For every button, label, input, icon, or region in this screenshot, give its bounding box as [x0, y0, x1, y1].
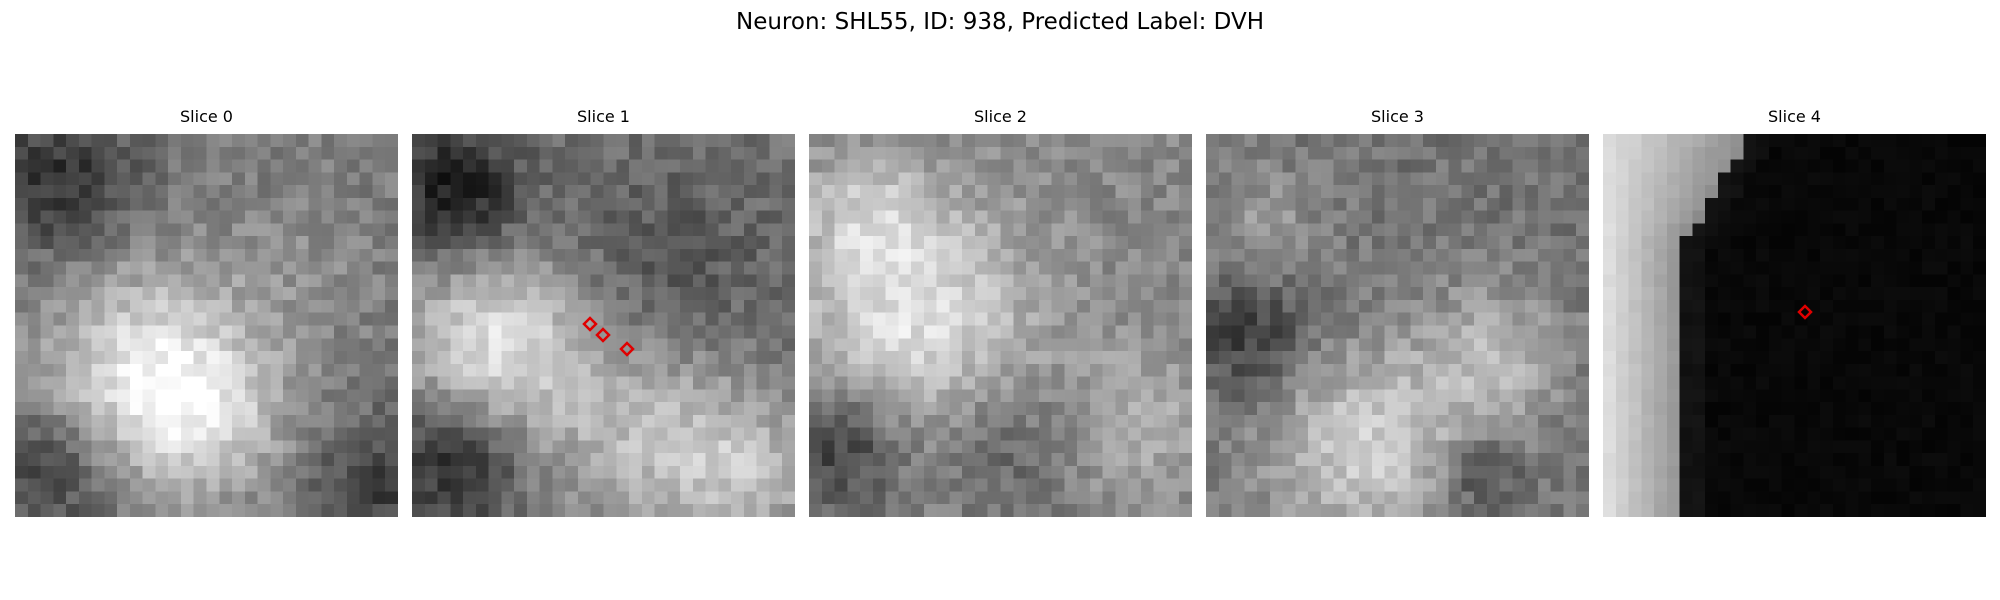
marker-diamond	[595, 327, 611, 343]
slice-title: Slice 3	[1371, 107, 1424, 126]
slice-title: Slice 1	[577, 107, 630, 126]
marker-diamond	[1797, 304, 1813, 320]
slice-image	[1603, 134, 1986, 517]
marker-layer	[582, 316, 635, 357]
marker-diamond	[582, 316, 598, 332]
slice-title: Slice 2	[974, 107, 1027, 126]
slice-image	[412, 134, 795, 517]
slice-image	[1206, 134, 1589, 517]
slice-image	[15, 134, 398, 517]
marker-layer	[809, 134, 1192, 517]
slice-title: Slice 4	[1768, 107, 1821, 126]
figure-title: Neuron: SHL55, ID: 938, Predicted Label:…	[736, 9, 1264, 35]
marker-diamond	[619, 341, 635, 357]
marker-layer	[1797, 304, 1813, 320]
marker-layer	[15, 134, 398, 517]
slice-image	[809, 134, 1192, 517]
slice-title: Slice 0	[180, 107, 233, 126]
marker-layer	[1206, 134, 1589, 517]
